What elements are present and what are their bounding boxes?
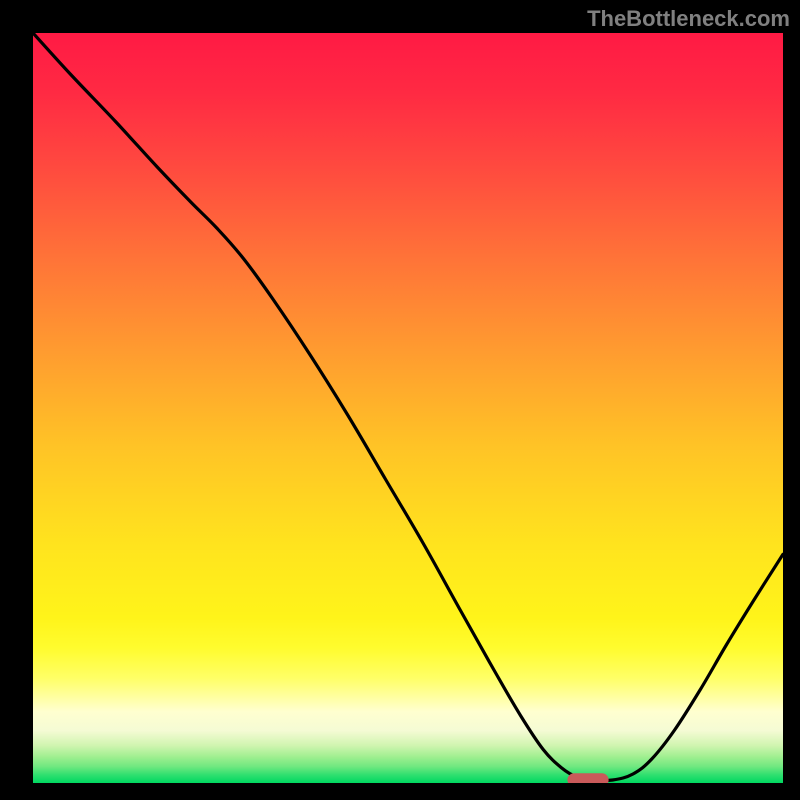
watermark-text: TheBottleneck.com bbox=[587, 6, 790, 32]
chart-container bbox=[33, 33, 783, 783]
gradient-background bbox=[33, 33, 783, 783]
bottleneck-chart bbox=[33, 33, 783, 783]
optimal-marker bbox=[567, 773, 608, 783]
